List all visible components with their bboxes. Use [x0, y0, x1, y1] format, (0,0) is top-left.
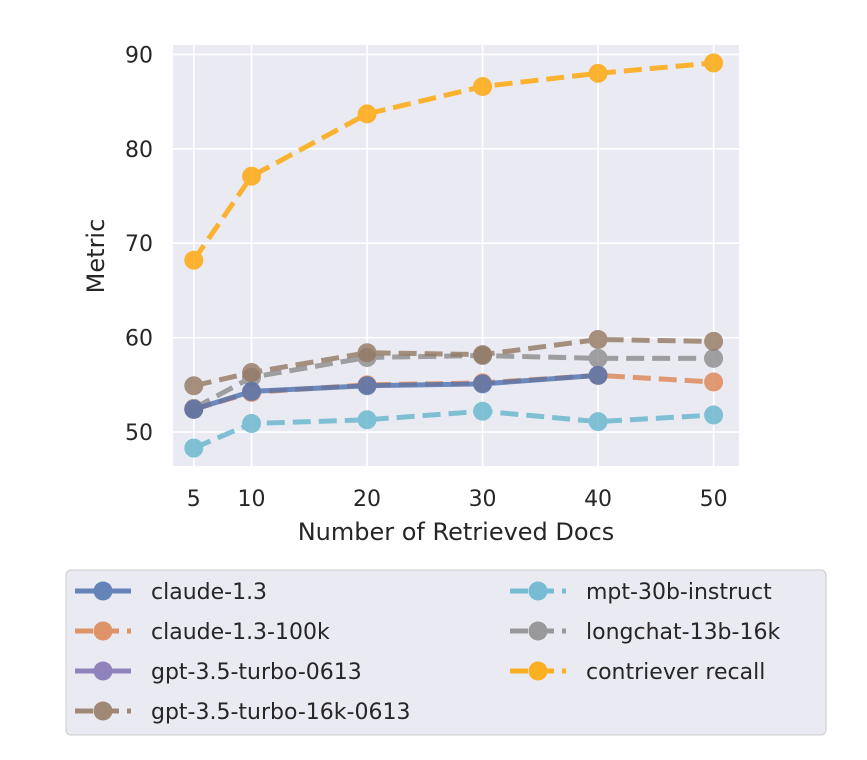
- series-mpt-30b-instruct: [184, 401, 724, 458]
- legend-label: mpt-30b-instruct: [586, 580, 772, 605]
- data-point: [704, 53, 724, 73]
- data-point: [473, 345, 493, 365]
- data-point: [357, 376, 377, 396]
- x-tick-label: 40: [584, 487, 612, 512]
- y-tick-label: 70: [125, 232, 153, 257]
- x-tick-label: 5: [187, 487, 201, 512]
- legend-label: claude-1.3-100k: [151, 620, 330, 645]
- legend-item: [75, 661, 131, 681]
- legend-marker: [93, 661, 113, 681]
- data-point: [242, 414, 262, 434]
- y-tick-label: 80: [125, 138, 153, 163]
- y-tick-label: 50: [125, 421, 153, 446]
- data-point: [184, 438, 204, 458]
- data-point: [357, 410, 377, 430]
- data-point: [704, 348, 724, 368]
- x-axis-label: Number of Retrieved Docs: [298, 518, 615, 546]
- x-tick-label: 30: [469, 487, 497, 512]
- data-point: [473, 374, 493, 394]
- legend-item: [75, 621, 131, 641]
- data-point: [242, 363, 262, 383]
- data-point: [588, 330, 608, 350]
- series-claude-1-3: [184, 365, 608, 419]
- data-point: [588, 365, 608, 385]
- series-contriever-recall: [184, 53, 724, 270]
- data-point: [184, 250, 204, 270]
- series-line: [191, 60, 714, 262]
- x-tick-label: 10: [238, 487, 266, 512]
- series-line: [192, 353, 714, 411]
- legend-label: contriever recall: [586, 660, 765, 685]
- data-point: [357, 104, 377, 124]
- y-tick-label: 90: [125, 43, 153, 68]
- legend-marker: [528, 581, 548, 601]
- plot-area: [173, 45, 739, 466]
- legend-item: [510, 621, 566, 641]
- series-layer: [184, 53, 724, 458]
- data-point: [242, 381, 262, 401]
- legend-label: longchat-13b-16k: [586, 620, 780, 645]
- legend-marker: [93, 701, 113, 721]
- legend-item: [510, 581, 566, 601]
- x-tick-label: 50: [700, 487, 728, 512]
- legend-item: [510, 661, 566, 681]
- legend-marker: [93, 621, 113, 641]
- y-tick-labels: 50 60 70 80 90: [125, 43, 153, 446]
- series-line: [192, 408, 714, 451]
- legend-marker: [528, 621, 548, 641]
- data-point: [473, 77, 493, 97]
- data-point: [704, 331, 724, 351]
- y-axis-label: Metric: [82, 219, 110, 294]
- legend-item: [75, 701, 131, 721]
- legend: claude-1.3 claude-1.3-100k gpt-3.5-turbo-0…: [65, 569, 827, 736]
- data-point: [242, 166, 262, 186]
- data-point: [704, 372, 724, 392]
- series-line: [193, 337, 714, 389]
- series-gpt-3-5-turbo-16k-0613: [184, 330, 724, 396]
- x-tick-label: 20: [353, 487, 381, 512]
- legend-label: claude-1.3: [151, 580, 267, 605]
- legend-label: gpt-3.5-turbo-0613: [151, 660, 362, 685]
- legend-label: gpt-3.5-turbo-16k-0613: [151, 700, 410, 725]
- data-point: [473, 401, 493, 421]
- data-point: [357, 343, 377, 363]
- data-point: [704, 405, 724, 425]
- legend-box: [65, 569, 827, 736]
- legend-marker: [93, 581, 113, 601]
- series-line: [193, 372, 714, 412]
- legend-marker: [528, 661, 548, 681]
- legend-item: [75, 581, 131, 601]
- data-point: [588, 348, 608, 368]
- data-point: [588, 63, 608, 83]
- data-point: [184, 376, 204, 396]
- data-point: [184, 399, 204, 419]
- x-tick-labels: 5 10 20 30 40 50: [187, 487, 728, 512]
- y-tick-label: 60: [125, 327, 153, 352]
- data-point: [588, 412, 608, 432]
